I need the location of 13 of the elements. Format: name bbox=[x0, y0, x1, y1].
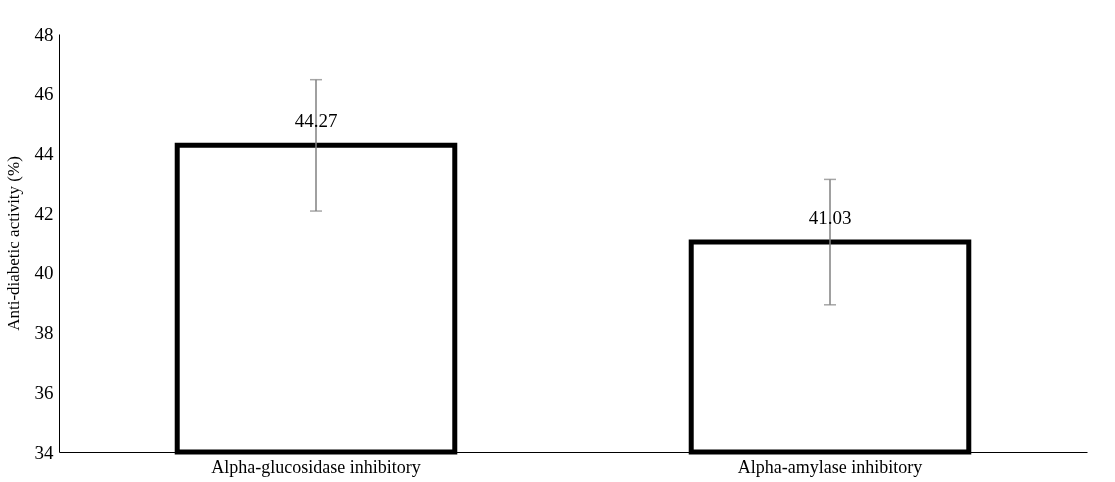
data-label: 41.03 bbox=[808, 207, 852, 229]
x-tick-label: Alpha-glucosidase inhibitory bbox=[211, 456, 421, 477]
y-tick-label: 38 bbox=[34, 322, 54, 344]
y-tick-label: 40 bbox=[34, 262, 54, 284]
y-tick-label: 34 bbox=[34, 441, 54, 463]
x-tick-label: Alpha-amylase inhibitory bbox=[737, 456, 923, 477]
y-tick-label: 44 bbox=[34, 142, 54, 164]
y-tick-label: 46 bbox=[34, 83, 54, 105]
data-label: 44.27 bbox=[294, 110, 338, 132]
y-tick-label: 42 bbox=[34, 202, 54, 224]
y-axis-title: Anti-diabetic activity (%) bbox=[3, 156, 23, 331]
y-tick-label: 36 bbox=[34, 381, 54, 403]
y-tick-label: 48 bbox=[34, 23, 54, 45]
